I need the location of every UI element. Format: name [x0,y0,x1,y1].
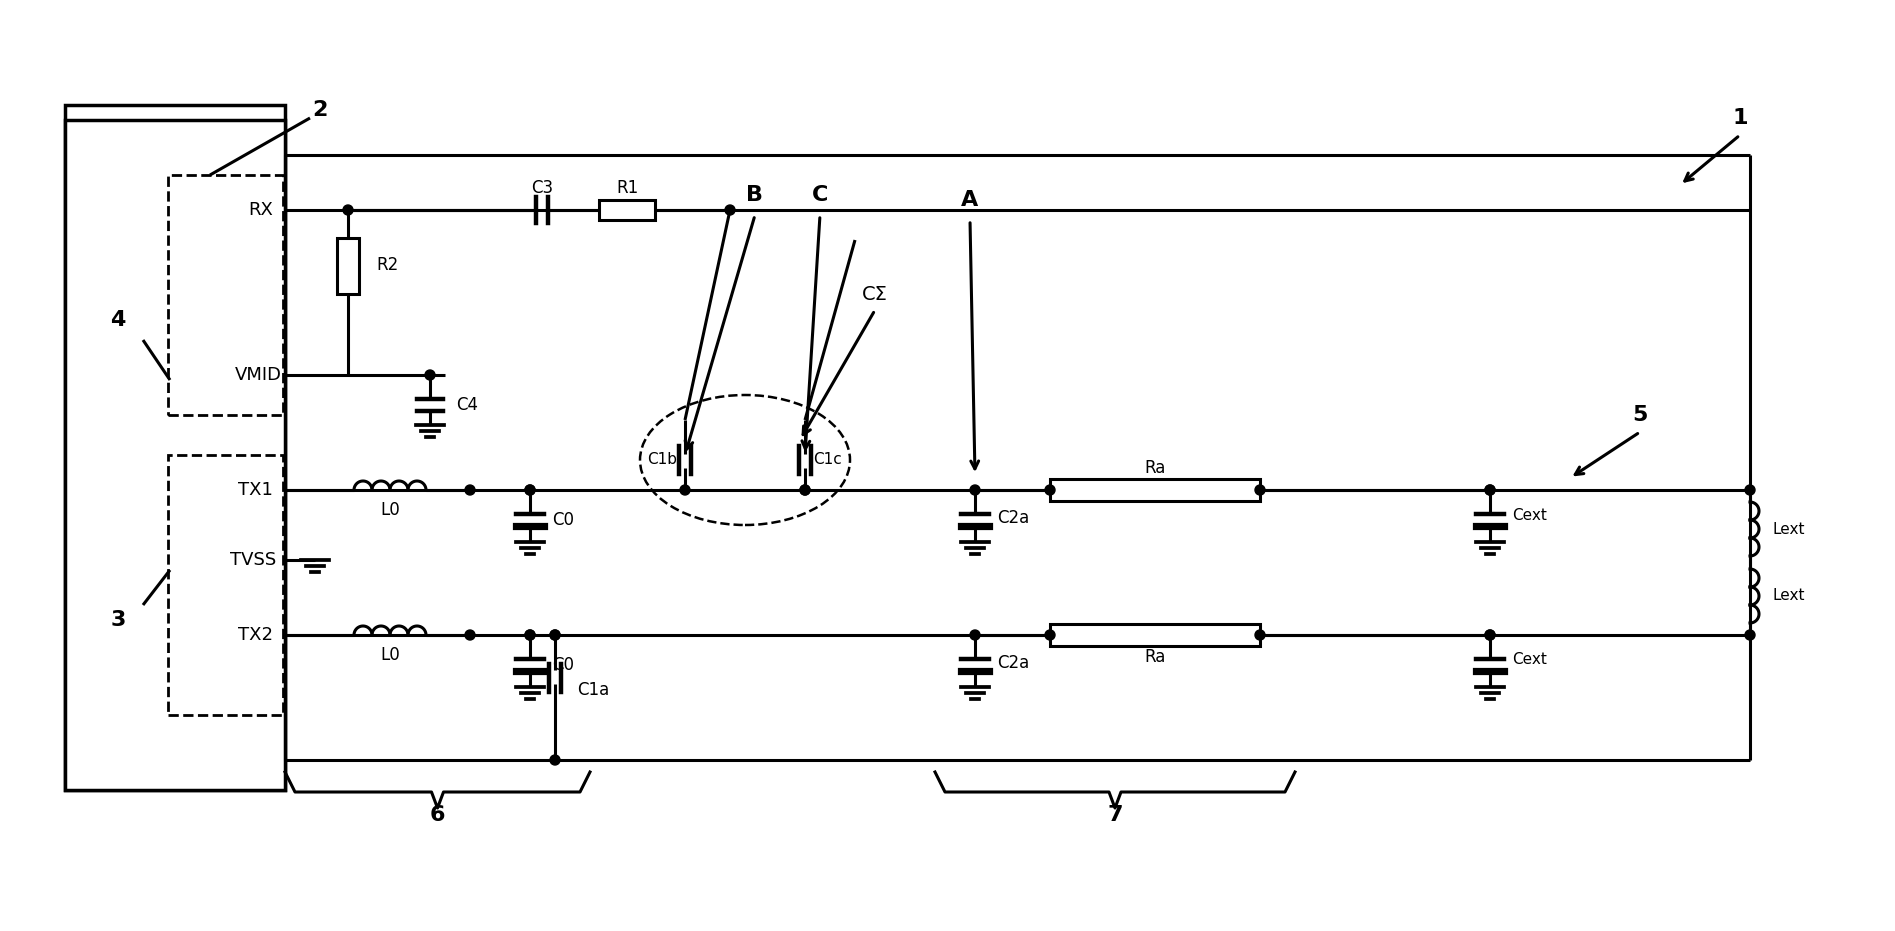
Text: C0: C0 [551,656,574,674]
Bar [169,455,282,715]
Circle shape [1044,630,1056,640]
Circle shape [970,485,980,495]
Circle shape [1254,485,1266,495]
Text: C2a: C2a [997,654,1029,672]
Circle shape [550,630,561,640]
Circle shape [464,630,476,640]
Text: CΣ: CΣ [862,286,889,304]
Circle shape [550,630,561,640]
Text: TVSS: TVSS [229,551,277,569]
Circle shape [1486,630,1495,640]
Text: L0: L0 [381,646,400,664]
Circle shape [525,485,534,495]
Text: Cext: Cext [1512,653,1546,668]
Circle shape [525,485,534,495]
Circle shape [464,485,476,495]
Text: Lext: Lext [1772,587,1804,602]
Circle shape [1254,630,1266,640]
Text: B: B [747,185,764,205]
Text: 4: 4 [110,310,125,330]
Text: 2: 2 [313,100,328,120]
Bar [64,105,284,790]
Bar [169,175,282,415]
Text: VMID: VMID [235,366,282,384]
Circle shape [680,485,690,495]
Circle shape [1486,485,1495,495]
Text: C3: C3 [531,179,553,197]
Text: C1c: C1c [813,452,841,467]
Circle shape [1044,485,1056,495]
Text: L0: L0 [381,501,400,519]
Text: 7: 7 [1107,805,1122,825]
Text: C: C [811,185,828,205]
Text: 5: 5 [1632,405,1647,425]
Circle shape [1745,630,1755,640]
Text: Cext: Cext [1512,507,1546,522]
Circle shape [550,755,561,765]
Bar [599,200,656,220]
Bar [1050,624,1260,646]
Text: R1: R1 [616,179,639,197]
Bar [64,120,284,790]
Text: C2a: C2a [997,509,1029,527]
Text: TX2: TX2 [239,626,273,644]
Text: C0: C0 [551,511,574,529]
Circle shape [1486,630,1495,640]
Bar [337,238,358,294]
Text: R2: R2 [375,256,398,274]
Text: C4: C4 [457,396,478,414]
Circle shape [1486,485,1495,495]
Circle shape [525,630,534,640]
Circle shape [525,630,534,640]
Circle shape [970,630,980,640]
Circle shape [424,370,436,380]
Text: Lext: Lext [1772,522,1804,537]
Text: C1b: C1b [646,452,677,467]
Circle shape [343,205,352,215]
Text: 6: 6 [430,805,445,825]
Circle shape [800,485,809,495]
Text: 3: 3 [110,610,125,630]
Text: Ra: Ra [1145,459,1165,477]
Text: Ra: Ra [1145,648,1165,666]
Text: TX1: TX1 [239,481,273,499]
Circle shape [726,205,735,215]
Circle shape [800,485,809,495]
Bar [1050,479,1260,501]
Text: 1: 1 [1732,108,1747,128]
Text: A: A [961,190,978,210]
Text: RX: RX [248,201,273,219]
Circle shape [1745,485,1755,495]
Text: C1a: C1a [576,681,610,699]
